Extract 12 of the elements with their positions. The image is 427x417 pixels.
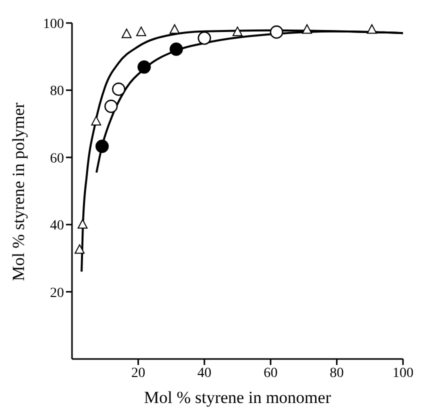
x-tick-label: 80 <box>330 366 344 381</box>
y-tick-label: 40 <box>50 218 64 234</box>
x-tick-label: 20 <box>131 366 146 381</box>
x-tick-label: 60 <box>264 366 278 381</box>
x-tick-label: 100 <box>392 366 414 381</box>
y-tick-label: 20 <box>50 286 64 301</box>
x-tick-label: 40 <box>197 366 212 381</box>
y-tick-label: 100 <box>43 16 64 32</box>
y-tick-label: 80 <box>50 84 64 100</box>
x-axis-title: Mol % styrene in monomer <box>144 388 332 407</box>
y-axis-title: Mol % styrene in polymer <box>9 102 28 281</box>
y-tick-label: 60 <box>50 151 64 166</box>
